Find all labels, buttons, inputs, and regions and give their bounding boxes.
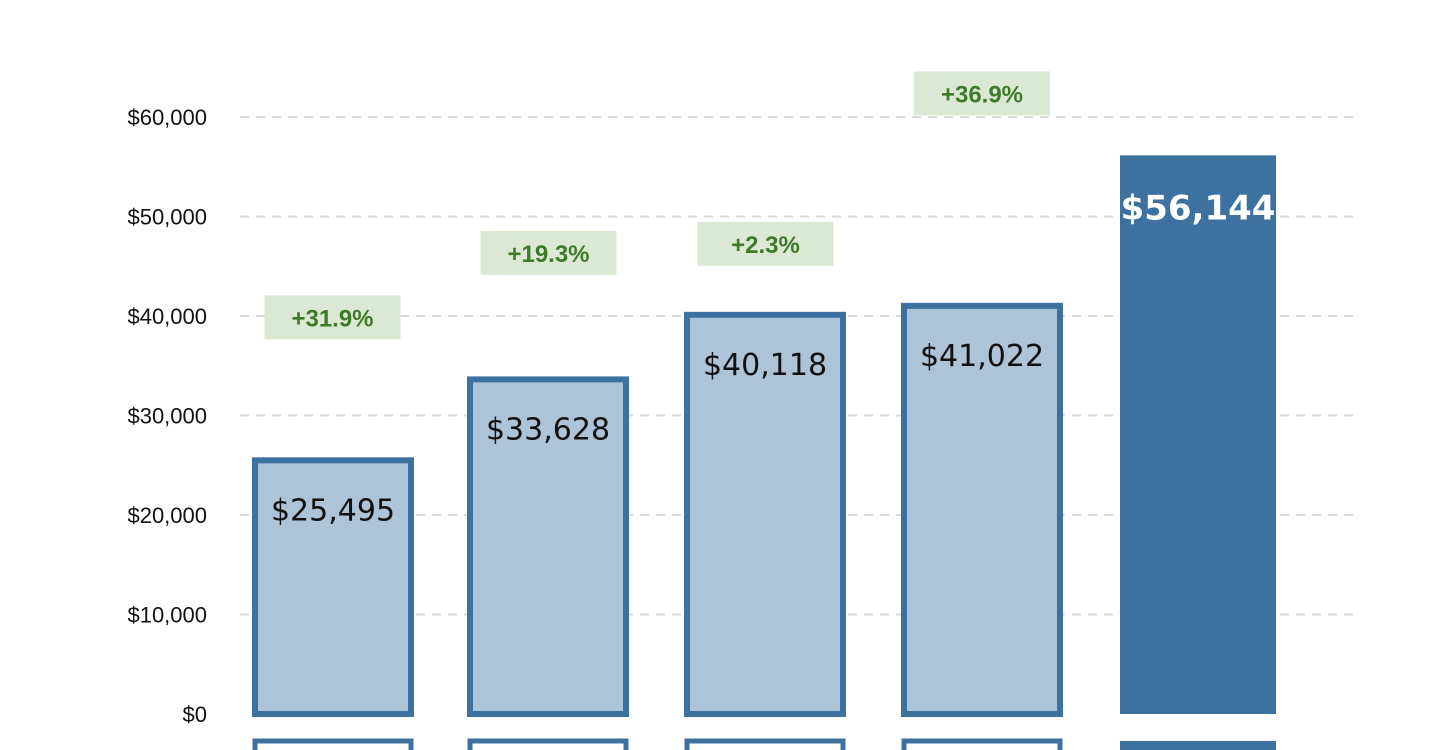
- growth-badge: [697, 221, 834, 266]
- growth-label: +19.3%: [507, 241, 589, 268]
- category-box: [1120, 741, 1276, 750]
- category-box: [252, 738, 414, 750]
- bar: [467, 376, 629, 717]
- growth-badge: [914, 71, 1050, 116]
- growth-label: +2.3%: [731, 232, 800, 259]
- y-tick-label: $60,000: [127, 105, 207, 130]
- bar-value-label: $41,022: [920, 339, 1044, 374]
- y-tick-label: $20,000: [127, 503, 207, 528]
- y-tick-label: $40,000: [127, 304, 207, 329]
- bar: [1120, 155, 1276, 715]
- category-box: [467, 738, 629, 750]
- y-tick-label: $10,000: [127, 603, 207, 628]
- bar-value-label: $33,628: [486, 412, 610, 447]
- bar: [901, 302, 1063, 717]
- growth-badge: [480, 230, 617, 275]
- growth-badge: [264, 295, 401, 340]
- bar-value-labels: $25,495 $33,628 $40,118 $41,022 $56,144: [271, 188, 1275, 528]
- y-tick-label: $0: [183, 702, 207, 727]
- bar-value-label: $40,118: [703, 348, 827, 383]
- bar-value-label: $25,495: [271, 493, 395, 528]
- bars: [252, 155, 1276, 717]
- category-box: [901, 738, 1063, 750]
- growth-badges: +31.9% +19.3% +2.3% +36.9%: [264, 71, 1050, 340]
- y-tick-label: $50,000: [127, 205, 207, 230]
- growth-label: +36.9%: [941, 81, 1023, 108]
- bar: [252, 457, 414, 717]
- bar: [684, 311, 846, 717]
- category-box: [684, 738, 846, 750]
- y-axis-tick-labels: $0 $10,000 $20,000 $30,000 $40,000 $50,000 $60…: [127, 105, 207, 727]
- bar-value-label: $56,144: [1121, 188, 1276, 228]
- growth-label: +31.9%: [291, 305, 373, 332]
- category-boxes: [252, 738, 1276, 750]
- y-tick-label: $30,000: [127, 404, 207, 429]
